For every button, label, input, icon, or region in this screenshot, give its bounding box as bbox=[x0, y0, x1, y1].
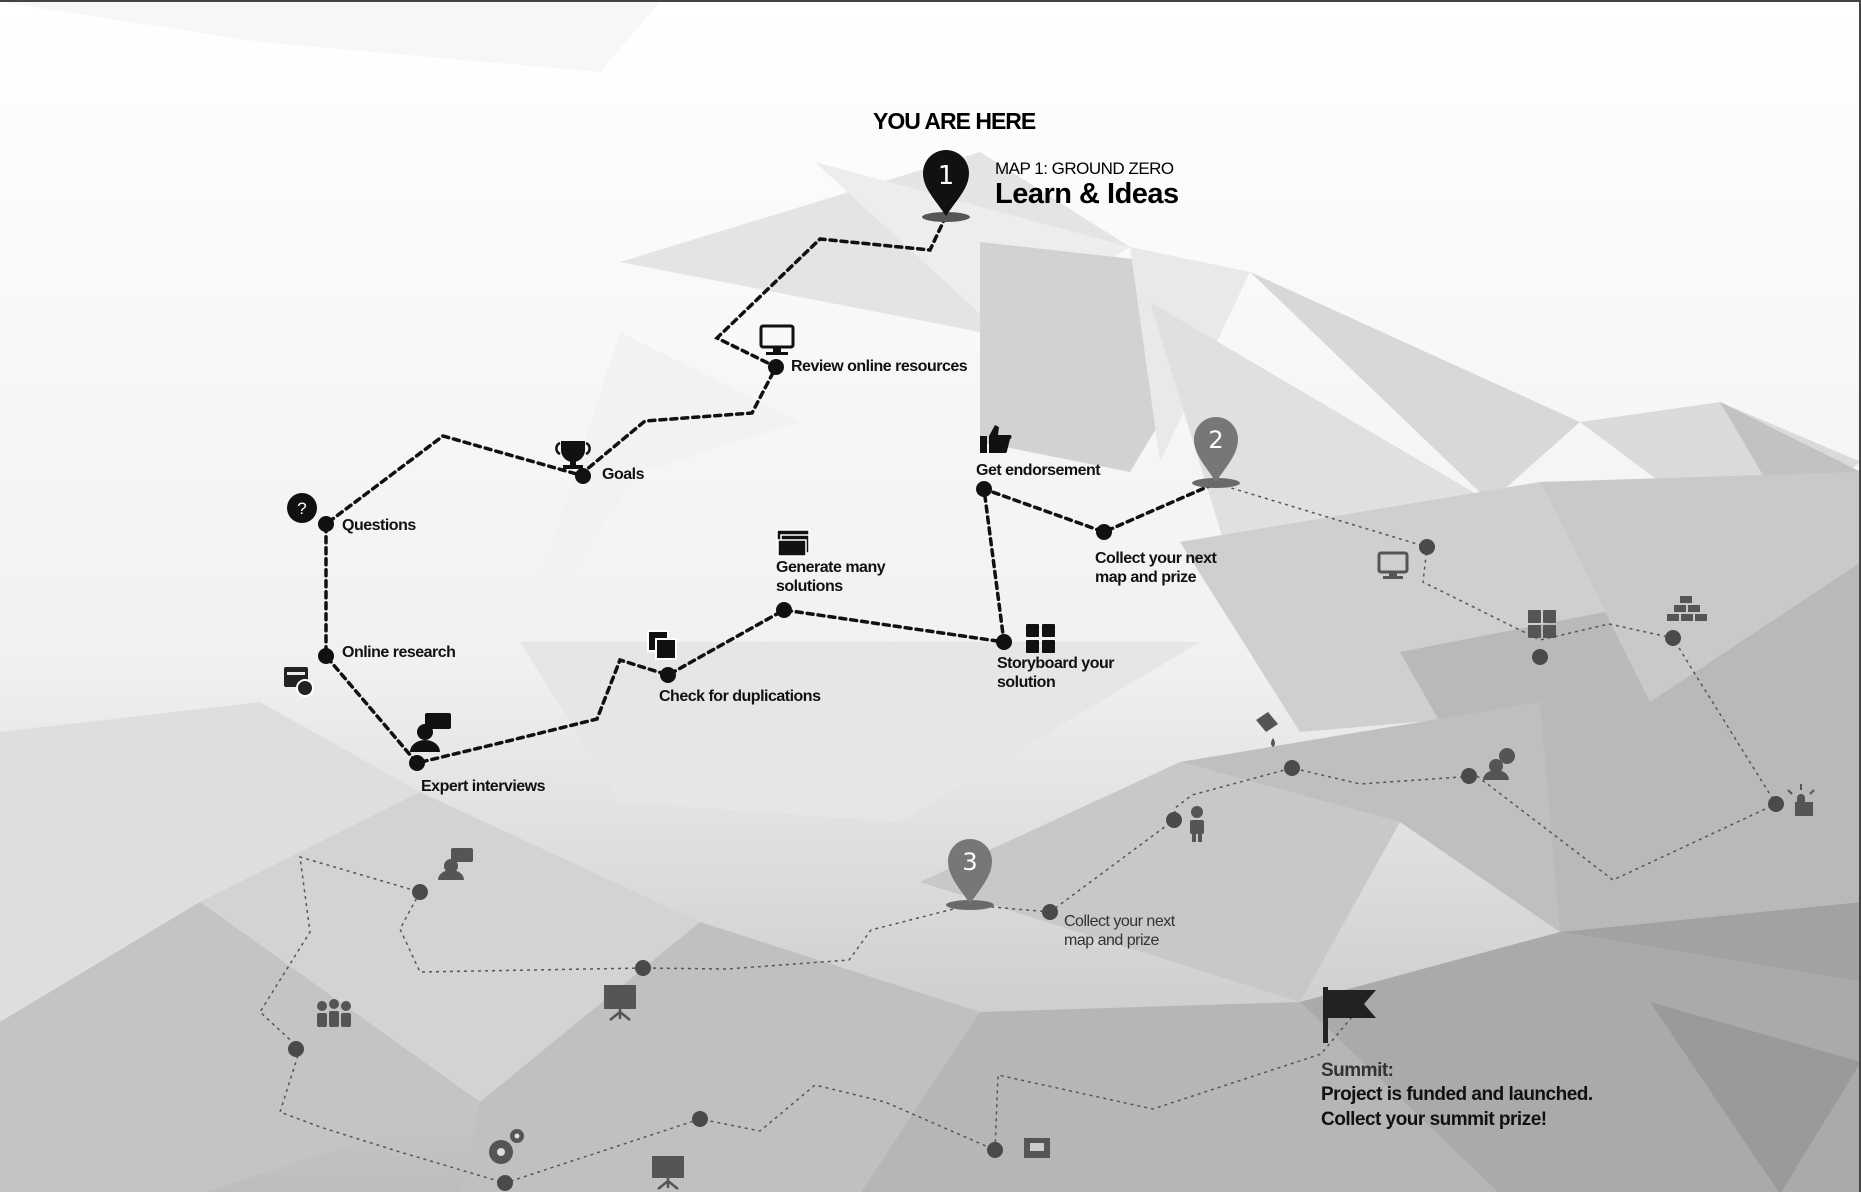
monitor-icon bbox=[759, 324, 795, 355]
label-review-online-resources: Review online resources bbox=[791, 358, 968, 375]
pin-2[interactable] bbox=[1192, 417, 1240, 488]
stop-collect-map bbox=[1096, 524, 1112, 540]
future-stop bbox=[288, 1041, 304, 1057]
pin-3[interactable] bbox=[946, 839, 994, 910]
label-check-duplications: Check for duplications bbox=[659, 688, 821, 705]
thumbs-up-icon bbox=[980, 425, 1012, 453]
future-stop bbox=[1419, 539, 1435, 555]
future-stops bbox=[288, 539, 1784, 1191]
label-questions: Questions bbox=[342, 517, 416, 534]
expert-chat-icon bbox=[410, 713, 451, 752]
paint-bucket-icon bbox=[1256, 712, 1278, 747]
map-title: Learn & Ideas bbox=[995, 178, 1179, 210]
stop-expert-interviews bbox=[409, 755, 425, 771]
stop-review bbox=[768, 359, 784, 375]
grid-icon bbox=[1026, 624, 1055, 653]
presentation-icon bbox=[604, 985, 636, 1021]
label-online-research: Online research bbox=[342, 644, 456, 661]
you-are-here-heading: YOU ARE HERE bbox=[873, 108, 1036, 134]
label-generate-solutions: Generate many solutions bbox=[776, 559, 886, 595]
bricks-icon bbox=[1667, 596, 1707, 621]
trophy-icon bbox=[555, 441, 591, 469]
stop-check-duplications bbox=[660, 667, 676, 683]
flag-icon bbox=[1323, 987, 1376, 1043]
summit-line-2: Project is funded and launched. bbox=[1321, 1084, 1593, 1105]
future-stop bbox=[1461, 768, 1477, 784]
team-icon bbox=[317, 999, 351, 1027]
checklist-icon bbox=[284, 667, 314, 697]
label-collect-next-map-2: Collect your next map and prize bbox=[1064, 913, 1175, 949]
label-goals: Goals bbox=[602, 466, 644, 483]
pin-3-number: 3 bbox=[962, 848, 977, 876]
future-stop bbox=[497, 1175, 513, 1191]
map-subtitle: MAP 1: GROUND ZERO bbox=[995, 159, 1174, 178]
future-stop bbox=[1284, 760, 1300, 776]
stop-goals bbox=[575, 468, 591, 484]
future-stop bbox=[1532, 649, 1548, 665]
grid-icon bbox=[1528, 610, 1556, 638]
stacked-cards-icon bbox=[776, 529, 810, 557]
expert-chat-icon bbox=[1483, 748, 1515, 780]
label-collect-next-map-1: Collect your next map and prize bbox=[1095, 550, 1217, 586]
future-stop bbox=[1665, 630, 1681, 646]
future-stop bbox=[412, 884, 428, 900]
future-stop bbox=[1166, 812, 1182, 828]
future-stop bbox=[1042, 904, 1058, 920]
label-get-endorsement: Get endorsement bbox=[976, 462, 1101, 479]
expert-chat-icon bbox=[438, 848, 473, 880]
stop-generate bbox=[776, 602, 792, 618]
monitor-icon bbox=[1377, 551, 1409, 579]
active-stops bbox=[318, 359, 1112, 771]
pin-2-number: 2 bbox=[1208, 426, 1223, 454]
future-stop bbox=[1768, 796, 1784, 812]
label-storyboard: Storyboard your solution bbox=[997, 655, 1114, 691]
stop-endorsement bbox=[976, 481, 992, 497]
summit-line-3: Collect your summit prize! bbox=[1321, 1109, 1547, 1130]
label-expert-interviews: Expert interviews bbox=[421, 778, 546, 795]
touch-icon bbox=[1787, 784, 1815, 816]
stop-online-research bbox=[318, 648, 334, 664]
stop-storyboard bbox=[996, 634, 1012, 650]
presentation-icon bbox=[652, 1156, 684, 1190]
gears-icon bbox=[489, 1129, 524, 1164]
future-stop bbox=[635, 960, 651, 976]
pin-1[interactable] bbox=[922, 150, 970, 222]
future-stop bbox=[987, 1142, 1003, 1158]
presentation-icon bbox=[1024, 1138, 1050, 1158]
person-icon bbox=[1190, 806, 1204, 842]
copy-icon bbox=[647, 630, 677, 660]
future-stop bbox=[692, 1111, 708, 1127]
summit-heading: Summit: bbox=[1321, 1060, 1394, 1081]
stop-questions bbox=[318, 516, 334, 532]
question-icon: ? bbox=[287, 493, 317, 523]
svg-text:?: ? bbox=[297, 499, 306, 518]
pin-1-number: 1 bbox=[938, 161, 955, 191]
